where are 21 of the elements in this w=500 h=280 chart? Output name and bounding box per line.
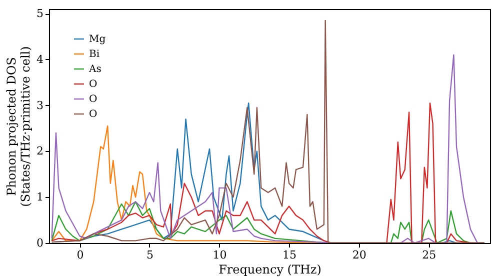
x-axis-title: Frequency (THz) [218, 262, 322, 276]
x-tick-label: 0 [76, 248, 84, 262]
y-tick-label: 2 [36, 144, 44, 158]
x-tick-label: 20 [352, 248, 366, 262]
legend-label: As [88, 64, 102, 75]
legend-label: Mg [89, 34, 106, 45]
legend-label: O [89, 79, 98, 90]
legend-label: O [89, 109, 98, 120]
x-tick-label: 25 [422, 248, 436, 262]
x-tick-label: 15 [282, 248, 297, 262]
y-tick-label: 5 [36, 7, 44, 20]
y-tick-label: 1 [36, 190, 44, 204]
x-tick-label: 5 [146, 248, 154, 262]
y-tick-label: 0 [36, 236, 44, 250]
line-series [51, 20, 486, 243]
legend-label: O [89, 94, 98, 105]
legend-label: Bi [89, 49, 100, 60]
y-tick-label: 3 [36, 98, 44, 112]
y-tick-label: 4 [36, 52, 44, 66]
x-tick-label: 10 [212, 248, 227, 262]
y-axis-title: Phonon projected DOS (States/THz·primitive cell) [4, 46, 32, 207]
